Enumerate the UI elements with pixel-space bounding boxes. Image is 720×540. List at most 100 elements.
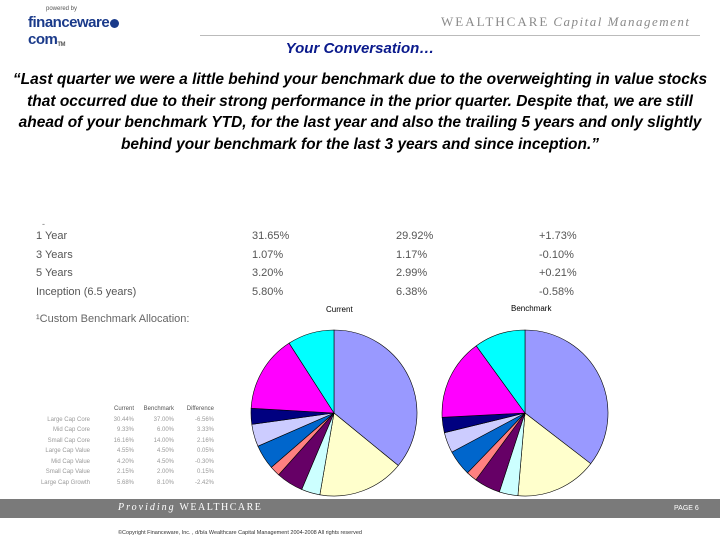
benchmark-pie-slice xyxy=(498,412,526,497)
allocation-row: Small Cap Core 16.16% 14.00% 2.16% xyxy=(8,436,214,447)
performance-portfolio: 1.07% xyxy=(252,248,284,261)
benchmark-pie-slice xyxy=(475,329,526,414)
performance-difference: +0.21% xyxy=(539,267,577,279)
allocation-label: Small Cap Value xyxy=(45,469,90,476)
performance-period: 3 Years xyxy=(36,248,73,261)
allocation-row: Large Cap Value 4.55% 4.50% 0.05% xyxy=(8,446,214,457)
performance-period: Inception (6.5 years) xyxy=(36,285,137,298)
current-pie-slice xyxy=(333,329,418,466)
allocation-difference: -6.56% xyxy=(194,416,214,423)
copyright-notice: ©Copyright Financeware, Inc. , d/b/a Wea… xyxy=(118,530,362,536)
allocation-current: 5.68% xyxy=(116,479,134,486)
benchmark-pie-slice xyxy=(444,412,526,453)
header-divider xyxy=(200,35,700,36)
allocation-header-blank xyxy=(8,404,94,415)
allocation-benchmark: 14.00% xyxy=(153,437,174,444)
allocation-difference: -2.42% xyxy=(194,479,214,486)
allocation-header-current: Current xyxy=(113,406,134,413)
logo-trademark: TM xyxy=(57,42,66,48)
benchmark-pie-slice xyxy=(441,412,526,434)
footer-bar xyxy=(0,499,720,518)
current-pie-slice xyxy=(278,412,335,490)
allocation-difference: 2.16% xyxy=(196,437,214,444)
performance-portfolio: 3.20% xyxy=(252,267,284,279)
allocation-row: Mid Cap Core 9.33% 6.00% 3.33% xyxy=(8,425,214,436)
performance-period: 1 Year xyxy=(36,230,68,242)
allocation-row: Large Cap Core 30.44% 37.00% -6.56% xyxy=(8,415,214,426)
logo-dot-icon xyxy=(110,18,120,28)
performance-difference: -0.58% xyxy=(539,285,574,298)
allocation-row: Mid Cap Value 4.20% 4.50% -0.30% xyxy=(8,457,214,468)
current-pie-slice xyxy=(251,412,335,447)
table-tick-mark: - xyxy=(42,219,45,229)
allocation-header-difference: Difference xyxy=(186,406,214,413)
allocation-label: Large Cap Value xyxy=(45,448,90,455)
allocation-benchmark: 6.00% xyxy=(156,427,174,434)
allocation-current: 2.15% xyxy=(116,469,134,476)
allocation-label: Small Cap Core xyxy=(47,437,90,444)
allocation-row: Small Cap Value 2.15% 2.00% 0.15% xyxy=(8,467,214,478)
performance-benchmark: 2.99% xyxy=(396,267,428,279)
logo-powered-by: powered by xyxy=(46,6,78,12)
allocation-benchmark: 4.50% xyxy=(156,458,174,465)
benchmark-pie-slice xyxy=(517,412,592,497)
allocation-table: Current Benchmark Difference Large Cap C… xyxy=(8,404,214,488)
financeware-logo: powered by financewarecomTM xyxy=(28,6,138,48)
current-pie-slice xyxy=(270,412,335,476)
benchmark-chart-title: Benchmark xyxy=(511,304,552,313)
current-pie-slice xyxy=(288,329,335,415)
brand-name: WEALTHCARE xyxy=(441,14,550,29)
current-pie-slice xyxy=(250,407,335,425)
benchmark-pie-slice xyxy=(467,412,526,481)
benchmark-footnote: ¹Custom Benchmark Allocation: xyxy=(36,313,190,325)
benchmark-pie-slice xyxy=(475,412,526,493)
logo-main-text: financeware xyxy=(28,14,110,31)
allocation-benchmark: 8.10% xyxy=(156,479,174,486)
benchmark-pie-slice xyxy=(451,412,526,474)
performance-difference: -0.10% xyxy=(539,248,574,261)
allocation-current: 9.33% xyxy=(116,427,134,434)
allocation-label: Mid Cap Value xyxy=(51,458,90,465)
performance-portfolio: 5.80% xyxy=(252,285,284,298)
performance-benchmark: 29.92% xyxy=(396,230,434,242)
performance-benchmark: 6.38% xyxy=(396,285,428,298)
current-pie-slice xyxy=(301,412,335,496)
benchmark-pie-slice xyxy=(524,329,609,465)
page-number: PAGE 6 xyxy=(674,505,699,512)
current-chart-title: Current xyxy=(326,305,353,314)
allocation-benchmark: 37.00% xyxy=(153,416,174,423)
conversation-quote: “Last quarter we were a little behind yo… xyxy=(12,71,708,153)
brand-subtitle: Capital Management xyxy=(553,14,691,29)
performance-benchmark: 1.17% xyxy=(396,248,428,261)
current-pie-slice xyxy=(250,342,335,414)
allocation-label: Large Cap Growth xyxy=(40,479,90,486)
allocation-current: 4.55% xyxy=(116,448,134,455)
allocation-current: 30.44% xyxy=(113,416,134,423)
footer-brand: Providing WEALTHCARE xyxy=(118,502,262,513)
benchmark-pie-group xyxy=(441,329,609,497)
performance-portfolio: 31.65% xyxy=(252,230,290,242)
brand-header: WEALTHCARE Capital Management xyxy=(441,14,691,30)
allocation-difference: -0.30% xyxy=(194,458,214,465)
allocation-benchmark: 4.50% xyxy=(156,448,174,455)
current-pie-group xyxy=(250,329,418,497)
allocation-header-row: Current Benchmark Difference xyxy=(8,404,214,415)
page-title: Your Conversation… xyxy=(285,40,435,57)
allocation-row: Large Cap Growth 5.68% 8.10% -2.42% xyxy=(8,478,214,489)
logo-wordmark: financewarecomTM xyxy=(28,14,138,48)
performance-period: 5 Years xyxy=(36,267,73,279)
allocation-header-benchmark: Benchmark xyxy=(143,406,174,413)
benchmark-pie-slice xyxy=(441,345,526,418)
footer-brand-name: WEALTHCARE xyxy=(179,502,263,513)
performance-difference: +1.73% xyxy=(539,230,577,242)
allocation-difference: 0.05% xyxy=(196,448,214,455)
allocation-current: 4.20% xyxy=(116,458,134,465)
logo-suffix-text: com xyxy=(28,31,58,48)
footer-prefix: Providing xyxy=(118,502,176,513)
allocation-benchmark: 2.00% xyxy=(156,469,174,476)
allocation-difference: 3.33% xyxy=(196,427,214,434)
current-pie-slice xyxy=(319,412,399,497)
allocation-current: 16.16% xyxy=(113,437,134,444)
allocation-label: Mid Cap Core xyxy=(52,427,90,434)
allocation-label: Large Cap Core xyxy=(47,416,90,423)
